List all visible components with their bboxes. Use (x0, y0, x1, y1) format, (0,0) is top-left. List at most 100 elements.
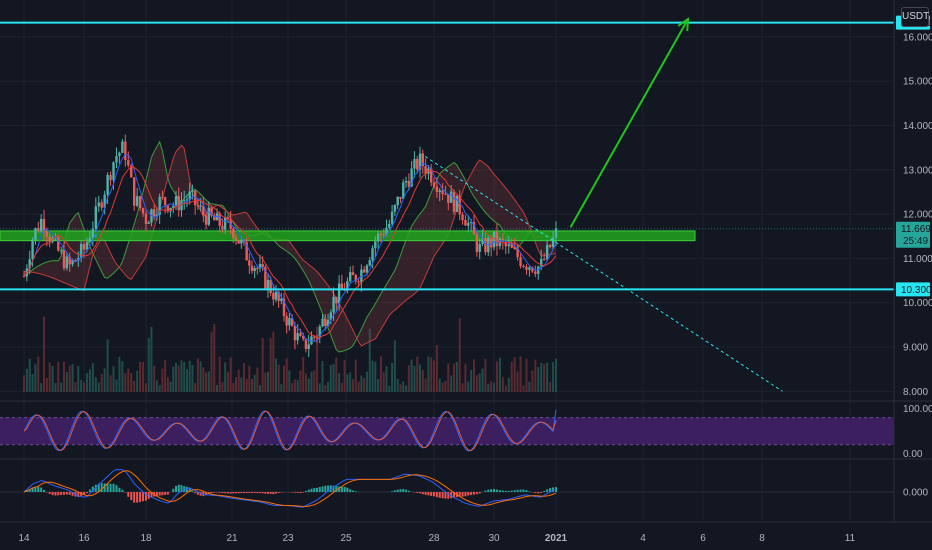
support-resistance-zone[interactable] (0, 230, 696, 242)
volume-bar (269, 337, 272, 392)
volume-bar (94, 377, 97, 392)
candle-body (399, 196, 402, 199)
macd-histogram-bar (473, 492, 475, 495)
volume-bar (229, 357, 232, 392)
candle-body (379, 233, 383, 235)
candle-body (250, 265, 254, 271)
drawn-lines[interactable] (0, 17, 894, 392)
candle-body (274, 291, 278, 300)
macd-histogram-bar (433, 492, 435, 497)
candle-body (346, 281, 349, 291)
cloud-fill (24, 141, 556, 352)
volume-bar (121, 361, 124, 392)
candle-body (534, 271, 537, 274)
volume-bar (424, 378, 427, 392)
candle-body (296, 333, 299, 341)
candle-body (280, 298, 283, 302)
candle-body (447, 194, 450, 203)
candle-body (22, 276, 26, 278)
macd-histogram-bar (226, 492, 229, 494)
macd-histogram-bar (175, 485, 178, 492)
currency-label[interactable]: USDT (901, 7, 929, 27)
macd-histogram-bar (264, 492, 267, 494)
volume-bar (291, 382, 294, 392)
volume-bar (473, 359, 475, 392)
macd-histogram-bar (293, 492, 296, 493)
macd-histogram-bar (183, 486, 186, 492)
volume-bar (196, 358, 199, 392)
candle-body (199, 205, 202, 207)
span-a-line (23, 140, 557, 353)
candle-body (161, 196, 164, 198)
projection-arrow[interactable] (569, 18, 689, 228)
candle-body (174, 196, 178, 206)
volume-bar (45, 378, 48, 392)
volume-bar (444, 380, 447, 392)
time-tick-label: 2021 (545, 533, 568, 544)
candle-body (213, 215, 216, 221)
time-tick-label: 25 (340, 533, 352, 544)
candle-body (301, 335, 305, 339)
macd-histogram-bar (164, 492, 167, 495)
candle-body (141, 208, 145, 214)
macd-histogram-bar (91, 486, 94, 492)
candle-body (79, 243, 83, 259)
time-axis[interactable]: 14 16 18 21 23 25 28 30 2021 4 6 8 11 (0, 521, 932, 544)
candle-body (489, 238, 493, 248)
macd-histogram-bar (133, 492, 136, 503)
time-tick-label: 14 (18, 533, 30, 544)
candle-body (371, 248, 374, 261)
candle-body (31, 239, 34, 260)
volume-bar (302, 357, 305, 392)
macd-histogram-bar (139, 492, 142, 503)
macd-histogram-bar (103, 483, 106, 492)
candle-body (288, 318, 291, 326)
volume-bar (280, 384, 283, 392)
volume-bar (161, 368, 164, 392)
macd-histogram-bar (224, 492, 227, 494)
support-tag (896, 282, 930, 297)
candle-body (245, 242, 248, 261)
candle-body (449, 191, 453, 203)
macd-histogram-bar (546, 489, 549, 492)
macd-histogram-bar (210, 492, 213, 494)
macd-histogram-bar (43, 489, 45, 492)
macd-histogram-bar (280, 492, 283, 493)
macd-histogram-bar (259, 492, 261, 494)
trendline[interactable] (424, 156, 783, 392)
candle-body (528, 267, 531, 270)
candle-body (525, 266, 528, 270)
candle-body (85, 242, 89, 250)
candle-body (237, 239, 240, 244)
candle-body (404, 181, 408, 183)
candle-body (475, 234, 479, 252)
volume-bar (407, 365, 410, 392)
candle-body (522, 266, 525, 268)
arrow-head[interactable] (677, 17, 690, 32)
macd-histogram-bar (318, 487, 321, 492)
candle-body (285, 316, 288, 326)
volume-bar (65, 371, 68, 392)
candle-body (183, 200, 186, 202)
volume-bar (147, 337, 150, 392)
macd-histogram-bar (177, 484, 180, 492)
volume-bar (540, 362, 543, 392)
macd-histogram-bar (100, 483, 103, 492)
candle-body (169, 207, 172, 212)
volume-bar (54, 383, 57, 392)
macd-histogram-bar (321, 486, 324, 492)
volume-bar (169, 381, 172, 392)
volume-bar (166, 377, 169, 392)
candle-body (354, 275, 357, 282)
candle-body (326, 320, 330, 326)
volume-bar (495, 361, 498, 392)
macd-histogram-bar (60, 492, 63, 495)
volume-bar (31, 374, 34, 392)
macd-histogram-bar (71, 492, 74, 496)
price-tick-label: 9.000 (903, 343, 928, 354)
candle-body (221, 225, 224, 230)
candle-body (48, 236, 51, 242)
macd-histogram-bar (77, 492, 80, 497)
candle-body (472, 222, 476, 235)
